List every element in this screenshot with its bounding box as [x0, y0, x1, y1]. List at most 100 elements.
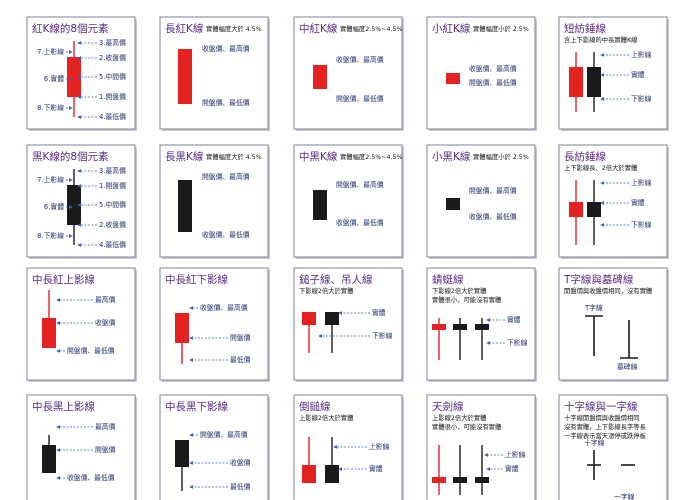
card-title: 小黑K線 [432, 150, 471, 163]
card-title: 長黑K線 [165, 150, 204, 163]
card-title: 蜻蜓線 [432, 273, 464, 286]
candle-body [67, 185, 81, 225]
candle-label: 上影線 [631, 178, 652, 187]
card: 黑K線的8個元素 3.最高價 7.上影線 1.開盤價 6.實體 5.中間價 2.收盤價 8.下… [26, 144, 137, 259]
candle-label: 收盤價 [230, 458, 251, 467]
candle-label: 墓碑線 [617, 362, 638, 371]
candle-body [569, 202, 583, 217]
candle-label: 8.下影線 [37, 231, 64, 240]
candle-label: 6.實體 [44, 74, 64, 83]
card: 紅K線的8個元素 3.最高價 7.上影線 2.收盤價 6.實體 5.中間價 1.開盤價 8.下… [26, 16, 137, 131]
card-note: 十字線開盤價與收盤價相同 [564, 413, 640, 422]
candle-label: 最高價 [95, 422, 116, 431]
candle-label: 實體 [507, 315, 521, 324]
card-note: 實體幅度2.5%~4.5% [340, 24, 402, 33]
candle-label: 開盤價、最低價 [202, 98, 250, 107]
candle-label: 開盤價 [95, 445, 116, 454]
candle-body [432, 477, 446, 483]
candle-label: 下影線 [631, 220, 652, 229]
candle-label: 開盤價、最高價 [200, 430, 248, 439]
candle-label: 1.開盤價 [99, 92, 126, 101]
candle-body [587, 67, 601, 97]
candle-label: 下影線 [372, 331, 393, 340]
candle-label: 開盤價、最低價 [67, 346, 115, 355]
candle-label: 上影線 [369, 442, 390, 451]
candle-label: 實體 [505, 464, 519, 473]
card: 十字線與一字線十字線開盤價與收盤價相同沒有實體，上下影線長字等長一字線表示當天漲… [558, 394, 669, 500]
candle-label: 實體 [631, 70, 645, 79]
card-note: 含上下影線的中長實體K線 [564, 35, 638, 44]
candle-label: 7.上影線 [37, 47, 64, 56]
candle-label: 開盤價、最低價 [336, 94, 384, 103]
candle-body [325, 312, 339, 325]
card-title: 長紅K線 [165, 22, 204, 35]
card-title: 小紅K線 [432, 22, 471, 35]
candle-label: 5.中間價 [99, 72, 126, 81]
candle-body [587, 202, 601, 217]
candle-label: 3.最高價 [99, 166, 126, 175]
candle-body [67, 57, 81, 97]
candle-label: 開盤價、最高價 [469, 186, 517, 195]
candle-label: 1.開盤價 [99, 181, 126, 190]
candle-body [313, 190, 327, 220]
candle-body [178, 180, 192, 232]
candle-label: 開盤價 [230, 333, 251, 342]
card-title: 中長黑下影線 [165, 400, 228, 413]
candle-body [302, 465, 316, 483]
card-title: 紅K線的8個元素 [32, 22, 109, 35]
card-title: 中長紅下影線 [165, 273, 228, 286]
card-note: 上影線2倍大於實體 [432, 413, 487, 422]
candle-label: 6.實體 [44, 202, 64, 211]
card-title: T字線與墓碑線 [563, 273, 634, 286]
candle-label: 7.上影線 [37, 175, 64, 184]
candle-label: 下影線 [631, 94, 652, 103]
card-title: 天劍線 [432, 400, 464, 413]
candle-body [569, 67, 583, 97]
candle-label: 下影線 [507, 338, 528, 347]
card-note: 實體幅度小於 2.5% [473, 152, 529, 161]
candle-label: 收盤價、最低價 [469, 212, 517, 221]
card-note: 實體幅度2.5%~4.5% [340, 152, 402, 161]
candle-label: 4.最低價 [99, 240, 126, 249]
candle-label: 收盤價、最高價 [336, 55, 384, 64]
candle-label: 上影線 [505, 450, 526, 459]
card-title: 十字線與一字線 [564, 400, 638, 413]
candle-label: 實體 [369, 464, 383, 473]
card-title: 長紡錘線 [564, 150, 606, 163]
candle-label: 最低價 [230, 355, 251, 364]
candle-body [453, 324, 467, 330]
card-frame [558, 144, 668, 258]
candle-label: 4.最低價 [99, 112, 126, 121]
candle-label: 8.下影線 [37, 103, 64, 112]
candle-label: T字線 [584, 303, 603, 312]
candle-label: 3.最高價 [99, 38, 126, 47]
card-note: 實體很小，可能沒有實體 [432, 295, 502, 304]
candle-body [432, 324, 446, 330]
card-note: 一字線表示當天漲停或跌停板 [564, 431, 647, 440]
card-note: 實體幅度大於 4.5% [206, 152, 262, 161]
candle-label: 上影線 [631, 50, 652, 59]
candle-body [475, 477, 489, 483]
candle-body [175, 313, 189, 343]
candle-label: 十字線 [584, 438, 605, 447]
card-title: 倒鎚線 [299, 400, 331, 413]
card-note: 實體幅度小於 2.5% [473, 24, 529, 33]
card-title: 中紅K線 [299, 22, 338, 35]
candle-label: 實體 [372, 308, 386, 317]
card-title: 中長紅上影線 [32, 273, 95, 286]
card-note: 上影線2倍大於實體 [299, 413, 354, 422]
candle-label: 最低價 [230, 482, 251, 491]
candle-label: 收盤價 [95, 318, 116, 327]
